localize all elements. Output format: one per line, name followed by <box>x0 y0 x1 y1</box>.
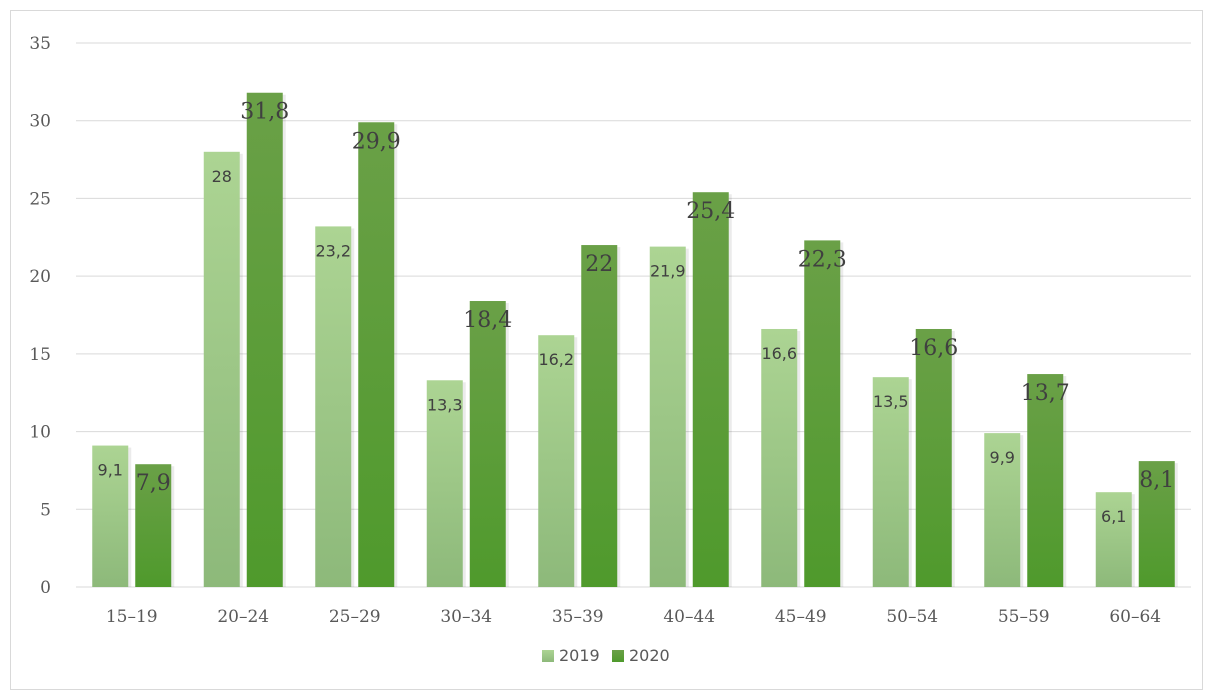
y-tick-label: 20 <box>29 267 51 287</box>
data-label: 31,8 <box>240 100 289 125</box>
data-label: 7,9 <box>136 471 171 496</box>
data-label: 29,9 <box>352 129 401 154</box>
x-tick-label: 15–19 <box>106 607 158 627</box>
bar-2019 <box>315 226 352 588</box>
x-tick-label: 35–39 <box>552 607 604 627</box>
bar-2020 <box>804 240 841 587</box>
legend-swatch <box>612 650 624 662</box>
data-label: 21,9 <box>650 262 686 281</box>
bar-2019 <box>203 151 240 588</box>
legend: 2019 2020 <box>542 646 670 665</box>
x-axis: 15–19 20–24 25–29 30–34 35–39 40–44 45–49 50–54… <box>106 607 1161 627</box>
bar-2020 <box>1027 374 1064 587</box>
bar-2019 <box>538 335 575 587</box>
bar-2019 <box>872 377 909 587</box>
chart-frame: 0 5 10 15 20 25 30 35 9,1 7,9 28 31,8 23,2 29,9 13,3 1… <box>10 10 1203 690</box>
data-label: 9,1 <box>98 461 123 480</box>
data-label: 23,2 <box>315 241 351 260</box>
bar-2020 <box>358 122 395 588</box>
x-tick-label: 45–49 <box>775 607 827 627</box>
bar-2020 <box>135 464 172 587</box>
data-label: 6,1 <box>1101 507 1126 526</box>
x-tick-label: 40–44 <box>663 607 715 627</box>
bar-2020 <box>1138 461 1175 587</box>
x-tick-label: 25–29 <box>329 607 381 627</box>
bar-2020 <box>581 245 618 588</box>
y-tick-label: 30 <box>29 112 51 132</box>
bar-chart: 0 5 10 15 20 25 30 35 9,1 7,9 28 31,8 23,2 29,9 13,3 1… <box>29 34 1191 665</box>
data-label: 22 <box>585 252 613 277</box>
y-tick-label: 0 <box>40 578 51 598</box>
y-axis: 0 5 10 15 20 25 30 35 <box>29 34 51 598</box>
bar-2020 <box>692 192 729 587</box>
data-label: 9,9 <box>990 448 1015 467</box>
data-label: 16,6 <box>761 344 797 363</box>
data-label: 13,5 <box>873 392 909 411</box>
legend-swatch <box>542 650 554 662</box>
bars: 9,1 7,9 28 31,8 23,2 29,9 13,3 18,4 16,2 22 21,9 25… <box>92 92 1178 588</box>
data-label: 16,6 <box>909 336 958 361</box>
y-tick-label: 15 <box>29 345 51 365</box>
data-label: 18,4 <box>463 308 512 333</box>
x-tick-label: 55–59 <box>998 607 1050 627</box>
bar-2020 <box>246 92 283 587</box>
bar-2020 <box>469 301 506 587</box>
bar-2019 <box>92 445 129 587</box>
bar-2019 <box>426 380 463 587</box>
y-tick-label: 25 <box>29 189 51 209</box>
bar-2019 <box>649 246 686 587</box>
y-tick-label: 10 <box>29 423 51 443</box>
x-tick-label: 30–34 <box>440 607 492 627</box>
data-label: 22,3 <box>798 247 847 272</box>
data-label: 28 <box>212 167 232 186</box>
data-label: 16,2 <box>538 350 574 369</box>
bar-2020 <box>915 328 952 587</box>
x-tick-label: 60–64 <box>1109 607 1161 627</box>
x-tick-label: 20–24 <box>217 607 269 627</box>
bar-2019 <box>761 328 798 587</box>
data-label: 13,7 <box>1021 381 1070 406</box>
data-label: 13,3 <box>427 395 463 414</box>
legend-label: 2020 <box>629 646 670 665</box>
y-tick-label: 35 <box>29 34 51 54</box>
x-tick-label: 50–54 <box>886 607 938 627</box>
bar-2019 <box>1095 492 1132 587</box>
bar-2019 <box>984 433 1021 587</box>
data-label: 25,4 <box>686 199 735 224</box>
data-label: 8,1 <box>1139 468 1174 493</box>
legend-label: 2019 <box>559 646 600 665</box>
y-tick-label: 5 <box>40 500 51 520</box>
